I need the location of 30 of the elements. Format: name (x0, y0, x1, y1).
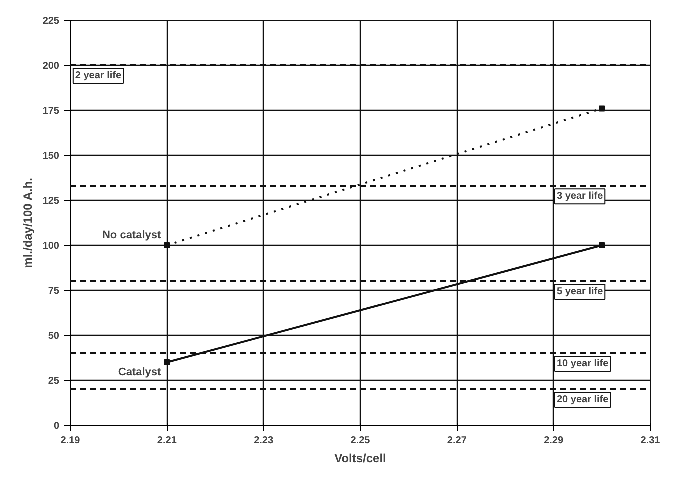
x-tick-label: 2.23 (254, 436, 274, 446)
x-tick-label: 2.25 (350, 436, 371, 446)
y-tick-label: 50 (48, 331, 60, 342)
y-tick-label: 100 (42, 241, 60, 252)
ref-line-label: 2 year life (75, 70, 122, 82)
x-tick-label: 2.21 (157, 436, 178, 446)
y-tick-label: 75 (48, 286, 60, 297)
ref-line-label: 3 year life (556, 191, 604, 202)
point (164, 360, 170, 366)
y-tick-label: 200 (42, 61, 60, 72)
point (164, 242, 170, 248)
ref-line-label: 20 year life (556, 394, 610, 406)
x-tick-label: 2.27 (447, 436, 468, 446)
series-label: No catalyst (102, 230, 162, 242)
x-tick-label: 2.29 (544, 436, 564, 446)
y-tick-label: 225 (42, 16, 60, 27)
ref-line-label: 5 year life (556, 286, 604, 298)
y-axis-title: ml./day/100 A.h. (20, 178, 35, 268)
y-tick-label: 25 (48, 376, 60, 387)
y-tick-label: 175 (42, 106, 60, 117)
y-tick-label: 0 (54, 421, 60, 432)
point (599, 106, 606, 112)
point (599, 242, 606, 248)
x-tick-label: 2.31 (640, 436, 661, 446)
ref-line-label: 10 year life (556, 358, 610, 370)
x-axis-title: Volts/cell (334, 452, 386, 466)
x-tick-label: 2.19 (60, 436, 81, 446)
series-label: Catalyst (118, 366, 162, 378)
y-tick-label: 125 (42, 196, 60, 207)
y-tick-label: 150 (42, 151, 60, 162)
